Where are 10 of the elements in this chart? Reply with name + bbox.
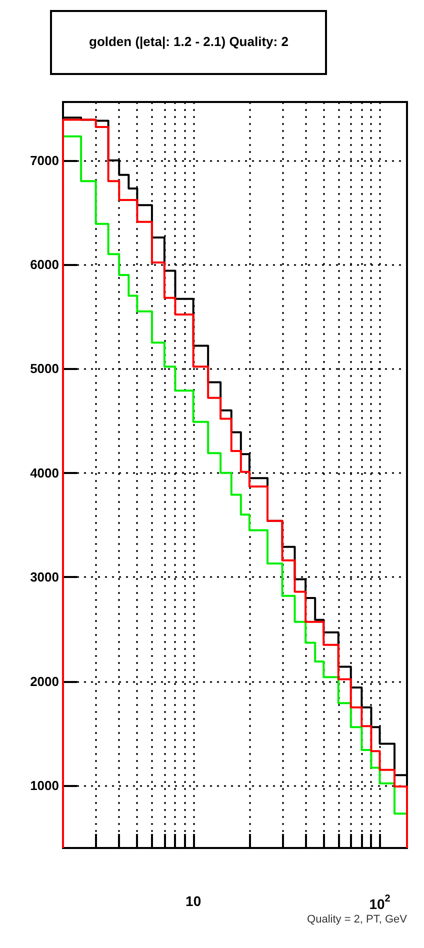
y-tick-label: 4000 [30, 465, 59, 480]
y-tick-label: 7000 [30, 152, 59, 168]
x-tick-label: 10 [186, 893, 202, 909]
x-axis-title: Quality = 2, PT, GeV [307, 914, 408, 926]
y-tick-label: 3000 [30, 570, 59, 585]
y-tick-label: 5000 [30, 361, 59, 376]
y-tick-label: 1000 [30, 778, 59, 793]
y-tick-label: 6000 [30, 257, 59, 272]
y-tick-label: 2000 [30, 674, 59, 689]
chart-title: golden (|eta|: 1.2 - 2.1) Quality: 2 [89, 34, 288, 49]
